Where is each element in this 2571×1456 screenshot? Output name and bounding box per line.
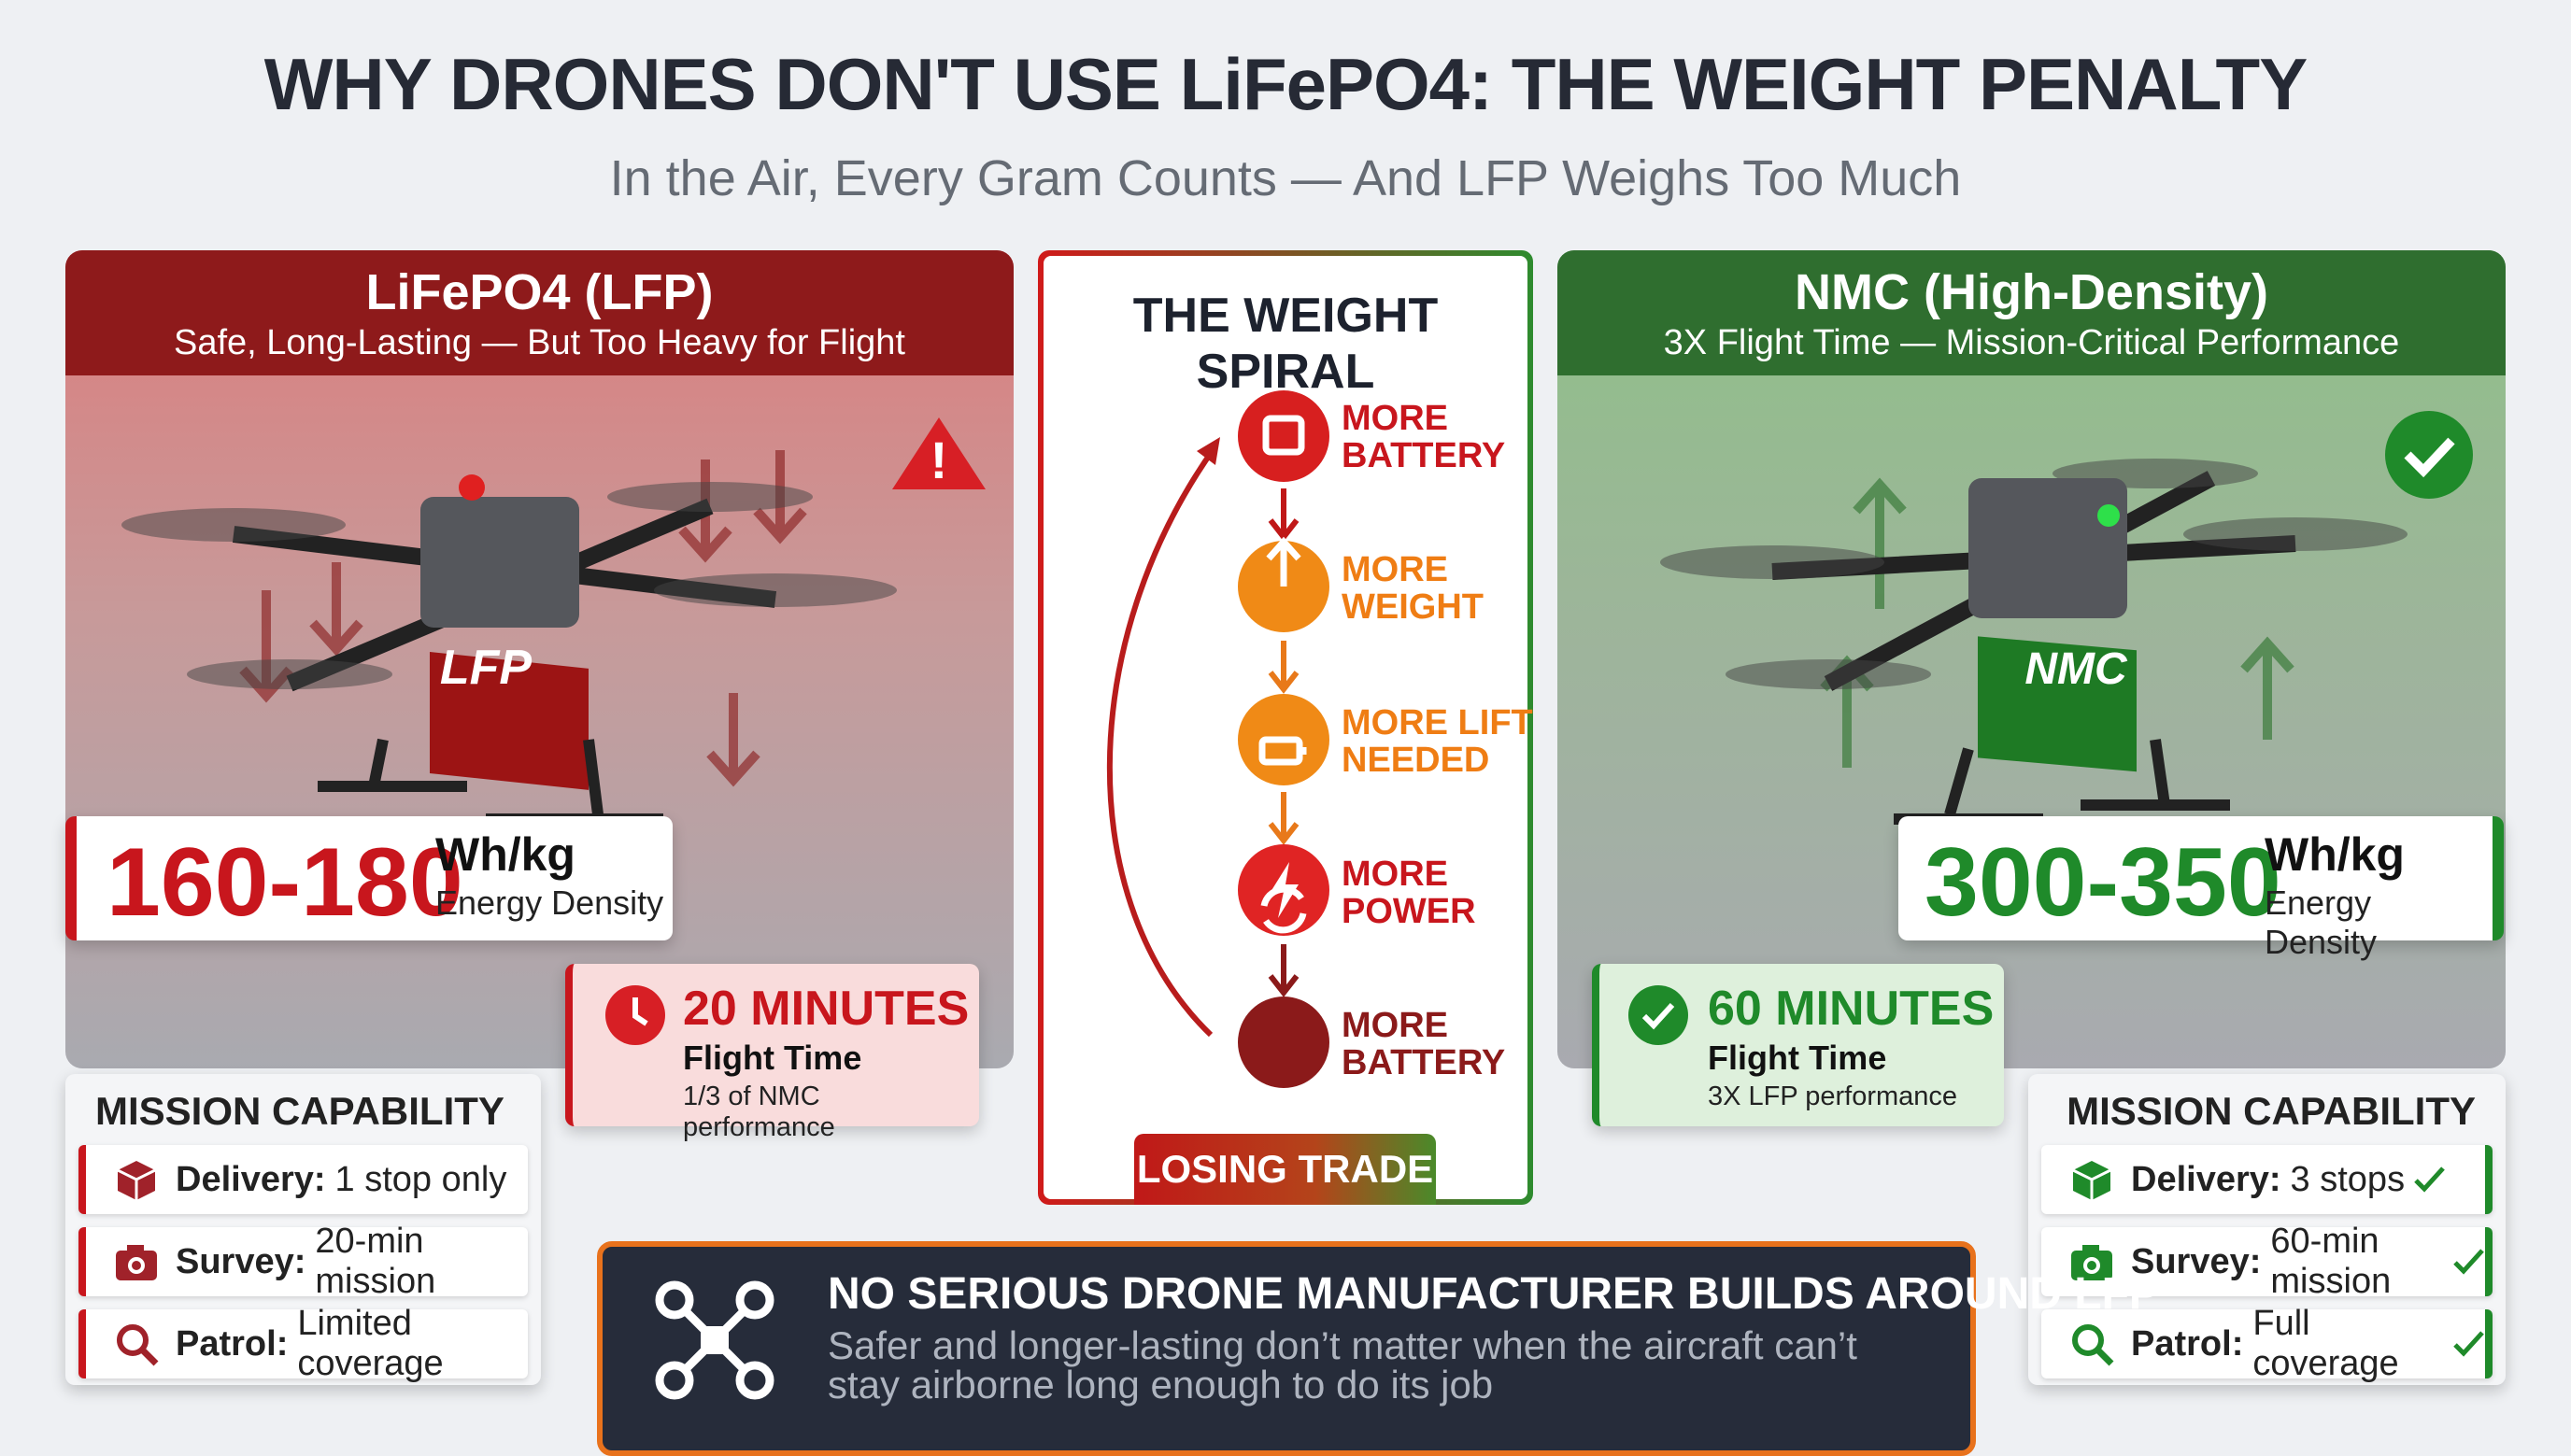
nmc-drone: NMC	[1660, 411, 2473, 825]
lfp-flight-card: 20 MINUTES Flight Time 1/3 of NMC perfor…	[565, 964, 979, 1142]
step-label: MORE WEIGHT	[1342, 550, 1484, 627]
flight-time: 60 MINUTES	[1708, 982, 1995, 1036]
camera-icon	[2071, 1245, 2112, 1280]
check-mark	[2453, 1249, 2484, 1275]
search-icon	[117, 1324, 159, 1366]
mission-row: Delivery: 3 stops	[2041, 1145, 2493, 1214]
density-unit: Wh/kg	[2265, 828, 2405, 881]
nmc-title: NMC (High-Density)	[1795, 264, 2268, 320]
mission-row: Survey: 20-min mission	[78, 1222, 528, 1301]
spiral-footer: LOSING TRADE	[1134, 1134, 1436, 1205]
title: WHY DRONES DON'T USE LiFePO4: THE WEIGHT…	[263, 43, 2308, 125]
lfp-subtitle: Safe, Long-Lasting — But Too Heavy for F…	[174, 323, 905, 362]
density-value: 300-350	[1925, 828, 2281, 937]
mission-row: Survey: 60-min mission	[2041, 1222, 2493, 1301]
flight-note: 3X LFP performance	[1708, 1081, 1958, 1111]
mission-title: MISSION CAPABILITY	[95, 1089, 504, 1133]
flight-label: Flight Time	[683, 1039, 862, 1077]
step-label: MORE POWER	[1342, 855, 1476, 931]
subtitle: In the Air, Every Gram Counts — And LFP …	[609, 150, 1962, 206]
step-icon	[1238, 997, 1329, 1088]
step-glyphs	[1258, 415, 1307, 934]
nmc-subtitle: 3X Flight Time — Mission-Critical Perfor…	[1663, 323, 2400, 362]
lfp-header	[65, 250, 1014, 375]
mission-label: Delivery:	[2131, 1159, 2281, 1199]
mission-text: 60-min mission	[2270, 1222, 2392, 1301]
step-label: MORE BATTERY	[1342, 1006, 1506, 1082]
mission-row: Patrol: Limited coverage	[78, 1304, 528, 1383]
mission-label: Survey:	[176, 1241, 306, 1281]
lfp-title: LiFePO4 (LFP)	[365, 264, 714, 320]
drone: NMC	[1660, 459, 2408, 825]
clock-icon	[605, 985, 665, 1045]
step-icon	[1238, 390, 1329, 482]
density-label: Energy Density	[2265, 883, 2378, 961]
lfp-panel: LiFePO4 (LFP) Safe, Long-Lasting — But T…	[65, 250, 1014, 1068]
nmc-density-card: 300-350 Wh/kg Energy Density	[1898, 816, 2504, 961]
camera-icon	[116, 1245, 157, 1280]
nmc-flight-card: 60 MINUTES Flight Time 3X LFP performanc…	[1592, 964, 2004, 1126]
check-mark	[2414, 1166, 2445, 1193]
drone: LFP	[121, 474, 897, 825]
mission-label: Patrol:	[2131, 1323, 2244, 1364]
mission-text: 20-min mission	[315, 1222, 436, 1301]
step-label: MORE LIFT NEEDED	[1342, 703, 1533, 780]
warning-icon	[892, 417, 986, 489]
flight-time: 20 MINUTES	[683, 982, 970, 1036]
mission-label: Patrol:	[176, 1323, 289, 1364]
warning-mark: !	[930, 431, 948, 489]
check-icon	[1628, 985, 1688, 1045]
density-value: 160-180	[107, 828, 463, 937]
spiral-title: THE WEIGHT SPIRAL	[1132, 289, 1439, 399]
box-icon	[117, 1161, 156, 1200]
box-icon	[2072, 1161, 2111, 1200]
flight-label: Flight Time	[1708, 1039, 1887, 1077]
step-label: MORE BATTERY	[1342, 399, 1506, 475]
density-unit: Wh/kg	[435, 828, 575, 881]
flight-note: 1/3 of NMC performance	[683, 1081, 835, 1142]
mission-row: Delivery: 1 stop only	[78, 1145, 528, 1214]
battery-label: NMC	[2024, 644, 2128, 694]
mission-text: Full coverage	[2252, 1304, 2399, 1383]
mission-label: Survey:	[2131, 1241, 2262, 1281]
battery-label: LFP	[440, 641, 533, 695]
nmc-mission-card: MISSION CAPABILITY Delivery: 3 stops Surv…	[2028, 1074, 2506, 1385]
check-icon	[2385, 411, 2473, 499]
mission-row: Patrol: Full coverage	[2041, 1304, 2493, 1383]
nmc-header	[1557, 250, 2506, 375]
drone-icon	[655, 1280, 774, 1400]
banner-text: Safer and longer-lasting don’t matter wh…	[828, 1323, 1857, 1407]
mission-label: Delivery:	[176, 1159, 326, 1199]
banner-title: NO SERIOUS DRONE MANUFACTURER BUILDS ARO…	[828, 1269, 2159, 1319]
mission-title: MISSION CAPABILITY	[2067, 1089, 2476, 1133]
mission-text: 3 stops	[2290, 1159, 2406, 1199]
lfp-drone: ! LFP	[121, 417, 986, 825]
lfp-density-card: 160-180 Wh/kg Energy Density	[65, 816, 673, 940]
spiral-arrows	[1106, 437, 1300, 1038]
density-label: Energy Density	[435, 883, 664, 922]
lfp-mission-card: MISSION CAPABILITY Delivery: 1 stop only …	[65, 1074, 541, 1385]
search-icon	[2072, 1324, 2114, 1366]
check-mark	[2453, 1331, 2484, 1357]
mission-text: 1 stop only	[334, 1159, 507, 1199]
mission-text: Limited coverage	[297, 1304, 444, 1383]
